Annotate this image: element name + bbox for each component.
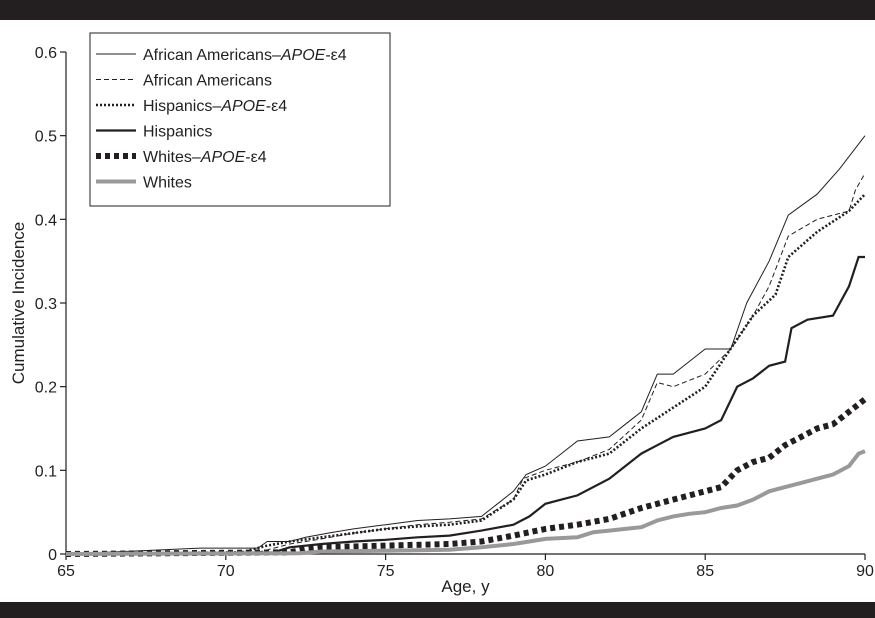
y-tick-label: 0.5 <box>35 129 57 146</box>
legend-label-4: Whites–APOE-ε4 <box>143 149 267 166</box>
legend-label-0: African Americans–APOE-ε4 <box>143 47 347 64</box>
legend-label-part: Whites <box>143 175 192 192</box>
series-line-1 <box>65 173 866 555</box>
legend-label-part: APOE <box>280 47 326 64</box>
y-tick-label: 0.4 <box>35 212 57 229</box>
bottom-border-bar <box>0 602 875 618</box>
legend-label-1: African Americans <box>143 73 272 90</box>
x-tick-label: 70 <box>217 563 235 580</box>
x-tick-label: 75 <box>377 563 395 580</box>
legend-label-5: Whites <box>143 175 192 192</box>
x-tick-label: 65 <box>57 563 75 580</box>
legend-label-part: -ε4 <box>266 98 287 115</box>
top-border-bar <box>0 0 875 20</box>
legend-label-part: -ε4 <box>245 149 266 166</box>
y-axis-title: Cumulative Incidence <box>9 222 28 385</box>
legend-label-part: -ε4 <box>325 47 346 64</box>
legend-label-part: APOE <box>200 149 246 166</box>
series-line-2 <box>65 193 866 556</box>
legend-label-part: Whites– <box>143 149 201 166</box>
series-line-5 <box>65 449 866 556</box>
x-axis-title: Age, y <box>441 577 490 596</box>
x-tick-label: 80 <box>537 563 555 580</box>
series-layer <box>65 135 867 557</box>
series-line-3 <box>65 255 865 556</box>
legend-label-part: African Americans– <box>143 47 281 64</box>
y-tick-label: 0.6 <box>35 45 57 62</box>
series-line-4 <box>65 396 867 557</box>
legend-label-part: African Americans <box>143 73 272 90</box>
y-tick-label: 0.2 <box>35 380 57 397</box>
legend-label-part: Hispanics– <box>143 98 221 115</box>
legend-label-2: Hispanics–APOE-ε4 <box>143 98 287 115</box>
x-tick-label: 90 <box>856 563 874 580</box>
y-tick-label: 0.3 <box>35 296 57 313</box>
y-tick-label: 0 <box>48 547 57 564</box>
legend-box <box>89 32 391 207</box>
legend-label-part: Hispanics <box>143 124 212 141</box>
series-line-0 <box>65 135 866 555</box>
legend-label-3: Hispanics <box>143 124 212 141</box>
legend-label-part: APOE <box>220 98 266 115</box>
y-tick-label: 0.1 <box>35 463 57 480</box>
x-tick-label: 85 <box>696 563 714 580</box>
